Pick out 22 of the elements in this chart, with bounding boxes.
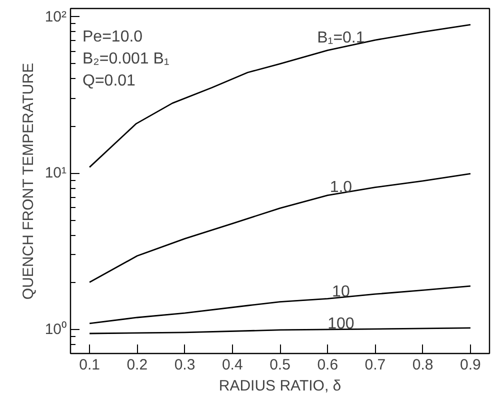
y-tick-label: 10² — [44, 8, 67, 26]
series-label: 10 — [332, 283, 350, 300]
x-tick-label: 0.7 — [364, 356, 386, 374]
series-label: 1.0 — [330, 179, 352, 196]
x-tick-label: 0.3 — [174, 356, 196, 374]
y-tick-label: 10¹ — [44, 164, 67, 182]
series-label: 100 — [328, 315, 354, 332]
x-tick-label: 0.8 — [412, 356, 434, 374]
x-tick-label: 0.1 — [79, 356, 100, 374]
y-axis-title: QUENCH FRONT TEMPERATURE — [20, 62, 37, 300]
x-tick-label: 0.4 — [222, 356, 243, 374]
x-axis-title: RADIUS RATIO, δ — [218, 378, 342, 394]
x-tick-label: 0.2 — [126, 356, 148, 374]
x-tick-label: 0.6 — [317, 356, 338, 374]
y-tick-label: 10⁰ — [44, 320, 67, 338]
x-tick-label: 0.9 — [460, 356, 481, 374]
annotation: Pe=10.0 — [82, 28, 143, 46]
annotation: B₂=0.001 B₁ — [82, 50, 170, 68]
x-tick-label: 0.5 — [270, 356, 290, 374]
annotation: Q=0.01 — [82, 72, 136, 90]
line-series — [88, 173, 472, 283]
series-label: B₁=0.1 — [317, 29, 365, 46]
